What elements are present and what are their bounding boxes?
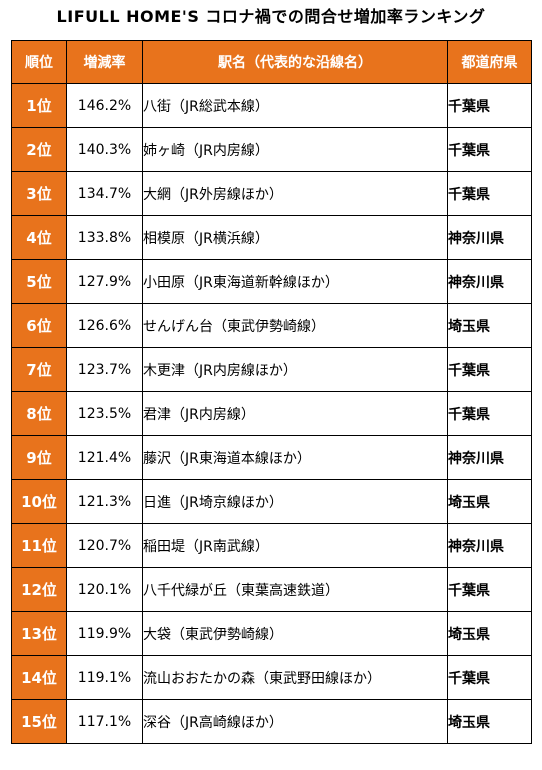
station-cell: 流山おおたかの森（東武野田線ほか） <box>142 655 448 700</box>
prefecture-cell: 千葉県 <box>447 655 532 700</box>
rank-cell: 15位 <box>11 699 67 744</box>
station-cell: 大網（JR外房線ほか） <box>142 171 448 216</box>
rate-cell: 120.1% <box>66 567 143 612</box>
table-row: 15位 117.1% 深谷（JR高崎線ほか） 埼玉県 <box>11 699 532 744</box>
table-row: 2位 140.3% 姉ヶ崎（JR内房線） 千葉県 <box>11 127 532 172</box>
rate-cell: 121.4% <box>66 435 143 480</box>
table-row: 1位 146.2% 八街（JR総武本線） 千葉県 <box>11 83 532 128</box>
prefecture-cell: 神奈川県 <box>447 215 532 260</box>
table-row: 4位 133.8% 相模原（JR横浜線） 神奈川県 <box>11 215 532 260</box>
station-cell: 木更津（JR内房線ほか） <box>142 347 448 392</box>
rank-cell: 5位 <box>11 259 67 304</box>
rate-cell: 119.1% <box>66 655 143 700</box>
prefecture-cell: 神奈川県 <box>447 523 532 568</box>
rank-cell: 8位 <box>11 391 67 436</box>
station-cell: 姉ヶ崎（JR内房線） <box>142 127 448 172</box>
table-row: 9位 121.4% 藤沢（JR東海道本線ほか） 神奈川県 <box>11 435 532 480</box>
rank-cell: 3位 <box>11 171 67 216</box>
rank-cell: 12位 <box>11 567 67 612</box>
prefecture-cell: 千葉県 <box>447 171 532 216</box>
table-row: 8位 123.5% 君津（JR内房線） 千葉県 <box>11 391 532 436</box>
rate-cell: 134.7% <box>66 171 143 216</box>
rate-cell: 140.3% <box>66 127 143 172</box>
rank-cell: 9位 <box>11 435 67 480</box>
table-row: 12位 120.1% 八千代緑が丘（東葉高速鉄道） 千葉県 <box>11 567 532 612</box>
header-station: 駅名（代表的な沿線名） <box>142 40 448 84</box>
table-row: 14位 119.1% 流山おおたかの森（東武野田線ほか） 千葉県 <box>11 655 532 700</box>
prefecture-cell: 神奈川県 <box>447 435 532 480</box>
page-title: LIFULL HOME'S コロナ禍での問合せ増加率ランキング <box>56 7 486 26</box>
prefecture-cell: 埼玉県 <box>447 699 532 744</box>
table-row: 6位 126.6% せんげん台（東武伊勢崎線） 埼玉県 <box>11 303 532 348</box>
rate-cell: 133.8% <box>66 215 143 260</box>
station-cell: 日進（JR埼京線ほか） <box>142 479 448 524</box>
prefecture-cell: 千葉県 <box>447 83 532 128</box>
table-body: 1位 146.2% 八街（JR総武本線） 千葉県 2位 140.3% 姉ヶ崎（JR内房線）千… <box>11 83 532 744</box>
table-row: 5位 127.9% 小田原（JR東海道新幹線ほか） 神奈川県 <box>11 259 532 304</box>
table-row: 11位 120.7% 稲田堤（JR南武線） 神奈川県 <box>11 523 532 568</box>
rate-cell: 121.3% <box>66 479 143 524</box>
prefecture-cell: 埼玉県 <box>447 303 532 348</box>
prefecture-cell: 千葉県 <box>447 391 532 436</box>
table-row: 13位 119.9% 大袋（東武伊勢崎線） 埼玉県 <box>11 611 532 656</box>
table-row: 3位 134.7% 大網（JR外房線ほか） 千葉県 <box>11 171 532 216</box>
station-cell: 八街（JR総武本線） <box>142 83 448 128</box>
prefecture-cell: 神奈川県 <box>447 259 532 304</box>
station-cell: 相模原（JR横浜線） <box>142 215 448 260</box>
rate-cell: 123.7% <box>66 347 143 392</box>
prefecture-cell: 千葉県 <box>447 127 532 172</box>
station-cell: 深谷（JR高崎線ほか） <box>142 699 448 744</box>
station-cell: 藤沢（JR東海道本線ほか） <box>142 435 448 480</box>
header-rank: 順位 <box>11 40 67 84</box>
station-cell: 大袋（東武伊勢崎線） <box>142 611 448 656</box>
rate-cell: 127.9% <box>66 259 143 304</box>
table-row: 10位 121.3% 日進（JR埼京線ほか） 埼玉県 <box>11 479 532 524</box>
rank-cell: 6位 <box>11 303 67 348</box>
prefecture-cell: 千葉県 <box>447 347 532 392</box>
rate-cell: 146.2% <box>66 83 143 128</box>
rate-cell: 117.1% <box>66 699 143 744</box>
rank-cell: 11位 <box>11 523 67 568</box>
rank-cell: 1位 <box>11 83 67 128</box>
station-cell: 稲田堤（JR南武線） <box>142 523 448 568</box>
rank-cell: 2位 <box>11 127 67 172</box>
table-row: 7位 123.7% 木更津（JR内房線ほか） 千葉県 <box>11 347 532 392</box>
rate-cell: 126.6% <box>66 303 143 348</box>
table-header-row: 順位 増減率 駅名（代表的な沿線名） 都道府県 <box>11 40 532 84</box>
header-rate: 増減率 <box>66 40 143 84</box>
rate-cell: 120.7% <box>66 523 143 568</box>
rate-cell: 119.9% <box>66 611 143 656</box>
ranking-table: 順位 増減率 駅名（代表的な沿線名） 都道府県 1位 146.2% 八街（JR総武本… <box>11 40 532 744</box>
station-cell: 小田原（JR東海道新幹線ほか） <box>142 259 448 304</box>
rank-cell: 13位 <box>11 611 67 656</box>
rank-cell: 14位 <box>11 655 67 700</box>
station-cell: 君津（JR内房線） <box>142 391 448 436</box>
rank-cell: 7位 <box>11 347 67 392</box>
station-cell: せんげん台（東武伊勢崎線） <box>142 303 448 348</box>
rank-cell: 4位 <box>11 215 67 260</box>
prefecture-cell: 埼玉県 <box>447 479 532 524</box>
prefecture-cell: 千葉県 <box>447 567 532 612</box>
prefecture-cell: 埼玉県 <box>447 611 532 656</box>
header-prefecture: 都道府県 <box>447 40 532 84</box>
rank-cell: 10位 <box>11 479 67 524</box>
rate-cell: 123.5% <box>66 391 143 436</box>
station-cell: 八千代緑が丘（東葉高速鉄道） <box>142 567 448 612</box>
